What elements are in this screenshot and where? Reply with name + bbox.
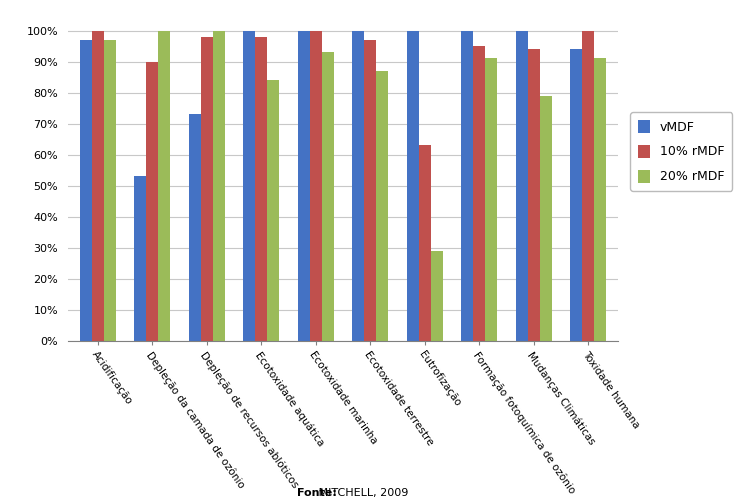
Bar [322, 52, 334, 341]
Bar [80, 40, 92, 341]
Bar [201, 37, 213, 341]
Bar [407, 31, 418, 341]
Bar [213, 31, 225, 341]
Bar [570, 49, 582, 341]
Bar [134, 176, 146, 341]
Text: MITCHELL, 2009: MITCHELL, 2009 [315, 488, 409, 498]
Bar [516, 31, 528, 341]
Bar [540, 96, 552, 341]
Bar [268, 80, 279, 341]
Text: Fonte:: Fonte: [297, 488, 336, 498]
Bar [582, 31, 594, 341]
Bar [376, 71, 388, 341]
Bar [298, 31, 310, 341]
Bar [474, 46, 486, 341]
Bar [158, 31, 170, 341]
Bar [256, 37, 268, 341]
Bar [431, 250, 443, 341]
Legend: vMDF, 10% rMDF, 20% rMDF: vMDF, 10% rMDF, 20% rMDF [630, 112, 732, 191]
Bar [104, 40, 116, 341]
Bar [310, 31, 322, 341]
Bar [594, 59, 606, 341]
Bar [486, 59, 498, 341]
Bar [352, 31, 364, 341]
Bar [244, 31, 256, 341]
Bar [364, 40, 376, 341]
Bar [418, 145, 431, 341]
Bar [528, 49, 540, 341]
Bar [188, 114, 201, 341]
Bar [461, 31, 474, 341]
Bar [92, 31, 104, 341]
Bar [146, 62, 158, 341]
